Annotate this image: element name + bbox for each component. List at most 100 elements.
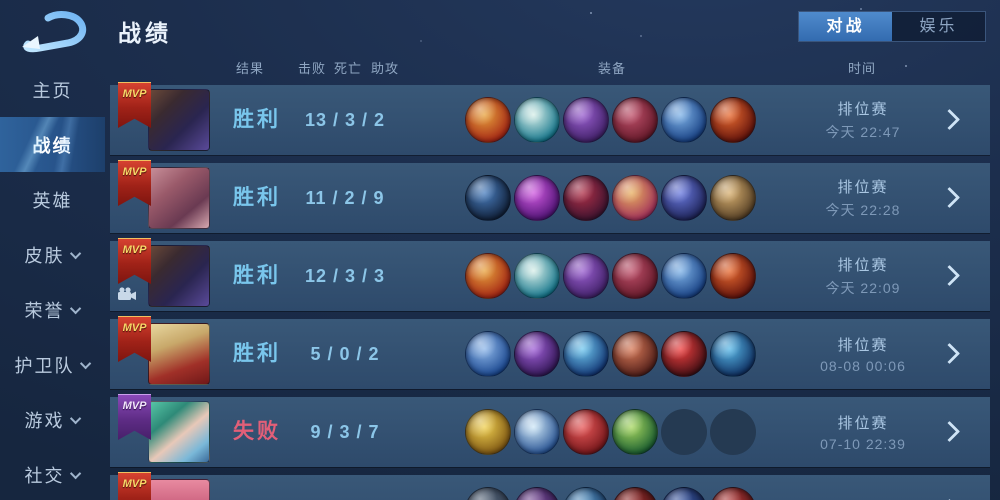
match-row[interactable]: MVP: [110, 472, 990, 500]
sidebar-item-英雄[interactable]: 英雄: [0, 172, 105, 227]
chevron-right-icon[interactable]: [938, 342, 961, 365]
sidebar-item-label: 主页: [32, 80, 73, 101]
match-row[interactable]: MVP 胜利 5 / 0 / 2 排位赛 08-08 00:06: [110, 316, 990, 389]
chevron-down-icon: [69, 302, 81, 314]
equipment-item-red-gold-fist: [465, 97, 511, 143]
equipment-item-crimson-armor: [612, 97, 658, 143]
tab-group: 对战 娱乐: [798, 11, 986, 42]
match-mode: 排位赛: [837, 337, 889, 354]
match-info: 排位赛 08-08 00:06: [798, 319, 928, 389]
mvp-badge: MVP: [118, 472, 151, 500]
equipment-item-cyan-boots: [514, 97, 560, 143]
empty-item-slot: [661, 409, 707, 455]
sidebar-item-社交[interactable]: 社交: [0, 447, 105, 500]
equipment-item-blue-white-robe: [514, 409, 560, 455]
match-info: 排位赛 今天 22:28: [798, 163, 928, 233]
hero-avatar[interactable]: [148, 245, 210, 307]
match-info: 排位赛 今天 22:09: [798, 241, 928, 311]
hero-avatar[interactable]: [148, 89, 210, 151]
sidebar-item-label: 皮肤: [24, 245, 65, 266]
equipment-item-blue-gold-wing: [661, 97, 707, 143]
match-mode: 排位赛: [837, 101, 889, 118]
kda-stats: 13 / 3 / 2: [304, 110, 386, 130]
hero-avatar[interactable]: [148, 167, 210, 229]
match-list: MVP 胜利 13 / 3 / 2 排位赛 今天 22:47 MVP: [110, 82, 990, 500]
match-result: 胜利: [233, 108, 281, 131]
chevron-down-icon: [69, 247, 81, 259]
sidebar-item-label: 游戏: [24, 410, 65, 431]
tab-battle[interactable]: 对战: [799, 12, 892, 41]
equipment-item-pink-gold-tome: [612, 175, 658, 221]
match-row[interactable]: MVP 胜利 12 / 3 / 3 排位赛 今天 22:09: [110, 238, 990, 311]
sidebar: 主页 战绩 英雄 皮肤 荣誉 护卫队 游戏 社交: [0, 0, 105, 500]
equipment-item-navy-item: [661, 487, 707, 500]
equipment-item-blue-gold-wing: [465, 331, 511, 377]
sidebar-item-label: 荣誉: [24, 300, 65, 321]
header-deaths: 死亡: [333, 61, 362, 76]
equipment-item-dark-red-eye: [710, 97, 756, 143]
match-mode: 排位赛: [837, 257, 889, 274]
mvp-badge: MVP: [118, 316, 151, 362]
equipment-item-crimson-armor: [612, 253, 658, 299]
sidebar-item-label: 英雄: [32, 190, 73, 211]
equipment-item-dark-red-eye: [710, 253, 756, 299]
header-kills: 击败: [297, 61, 326, 76]
equipment-item-blue-trident: [563, 331, 609, 377]
sidebar-item-游戏[interactable]: 游戏: [0, 392, 105, 447]
match-time: 今天 22:47: [825, 124, 901, 140]
hero-avatar[interactable]: [148, 479, 210, 500]
equipment-list: [465, 409, 756, 455]
replay-camera-icon[interactable]: [117, 287, 137, 306]
chevron-right-icon[interactable]: [938, 264, 961, 287]
equipment-item-red-gold-fist: [465, 253, 511, 299]
equipment-item-gold-staff: [465, 409, 511, 455]
mvp-badge: MVP: [118, 238, 151, 284]
equipment-item-red-orb: [661, 331, 707, 377]
match-time: 08-08 00:06: [820, 358, 906, 374]
equipment-list: [465, 175, 756, 221]
equipment-item-red-item: [710, 487, 756, 500]
match-row[interactable]: MVP 失败 9 / 3 / 7 排位赛 07-10 22:39: [110, 394, 990, 467]
equipment-item-purple-blade: [563, 253, 609, 299]
sidebar-item-护卫队[interactable]: 护卫队: [0, 337, 105, 392]
sidebar-menu: 主页 战绩 英雄 皮肤 荣誉 护卫队 游戏 社交: [0, 62, 105, 500]
equipment-item-dark-red-cloak: [563, 175, 609, 221]
equipment-list: [465, 253, 756, 299]
sidebar-item-皮肤[interactable]: 皮肤: [0, 227, 105, 282]
kda-stats: 5 / 0 / 2: [310, 344, 380, 364]
app-logo-swoosh-icon[interactable]: [14, 6, 92, 56]
match-time: 今天 22:28: [825, 202, 901, 218]
equipment-item-red-boots: [612, 331, 658, 377]
hero-avatar[interactable]: [148, 323, 210, 385]
header-time: 时间: [847, 61, 876, 76]
match-time: 今天 22:09: [825, 280, 901, 296]
match-row[interactable]: MVP 胜利 11 / 2 / 9 排位赛 今天 22:28: [110, 160, 990, 233]
sidebar-item-label: 社交: [24, 465, 65, 486]
sidebar-item-荣誉[interactable]: 荣誉: [0, 282, 105, 337]
match-info: [798, 475, 928, 500]
match-mode: 排位赛: [837, 415, 889, 432]
match-result: 胜利: [233, 342, 281, 365]
sidebar-item-战绩[interactable]: 战绩: [0, 117, 105, 172]
chevron-right-icon[interactable]: [938, 108, 961, 131]
match-row[interactable]: MVP 胜利 13 / 3 / 2 排位赛 今天 22:47: [110, 82, 990, 155]
match-result: 胜利: [233, 186, 281, 209]
equipment-item-red-chalice: [563, 409, 609, 455]
match-info: 排位赛 今天 22:47: [798, 85, 928, 155]
page-title: 战绩: [118, 20, 172, 46]
hero-avatar[interactable]: [148, 401, 210, 463]
chevron-right-icon[interactable]: [938, 186, 961, 209]
header-assists: 助攻: [370, 61, 399, 76]
equipment-list: [465, 97, 756, 143]
equipment-item-dark-red-item: [612, 487, 658, 500]
mvp-badge: MVP: [118, 82, 151, 128]
sidebar-item-主页[interactable]: 主页: [0, 62, 105, 117]
table-header: 结果 击败 死亡 助攻 装备 时间: [0, 58, 1000, 80]
mvp-badge: MVP: [118, 394, 151, 440]
chevron-right-icon[interactable]: [938, 420, 961, 443]
chevron-down-icon: [69, 412, 81, 424]
tab-casual[interactable]: 娱乐: [919, 18, 958, 35]
equipment-item-navy-boots: [465, 175, 511, 221]
equipment-item-blue-cross: [661, 175, 707, 221]
equipment-item-cyan-boots: [514, 253, 560, 299]
